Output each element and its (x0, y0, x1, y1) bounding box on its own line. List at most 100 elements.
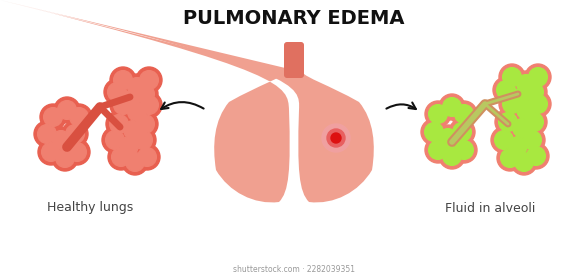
Circle shape (529, 95, 547, 113)
Circle shape (439, 129, 457, 147)
Circle shape (116, 133, 142, 159)
Circle shape (132, 81, 158, 107)
Text: Fluid in alveoli: Fluid in alveoli (445, 202, 535, 214)
Circle shape (425, 137, 451, 163)
Circle shape (52, 131, 71, 149)
Text: Healthy lungs: Healthy lungs (47, 202, 133, 214)
Circle shape (136, 115, 155, 133)
Circle shape (527, 147, 545, 165)
Circle shape (66, 125, 84, 143)
Circle shape (517, 101, 535, 119)
Circle shape (52, 145, 78, 171)
Circle shape (40, 104, 66, 130)
Circle shape (68, 143, 86, 161)
Circle shape (132, 111, 158, 137)
Circle shape (499, 113, 517, 131)
Circle shape (130, 127, 156, 153)
Circle shape (439, 94, 465, 120)
Circle shape (497, 145, 523, 171)
Circle shape (128, 78, 146, 96)
Circle shape (493, 77, 519, 103)
Circle shape (124, 74, 150, 100)
Circle shape (69, 108, 88, 126)
Circle shape (524, 113, 543, 131)
Circle shape (435, 125, 461, 151)
Circle shape (524, 83, 543, 101)
Circle shape (139, 96, 158, 114)
Circle shape (122, 149, 148, 175)
Circle shape (429, 141, 447, 159)
Circle shape (525, 91, 551, 117)
Circle shape (110, 67, 136, 93)
Circle shape (511, 149, 537, 175)
Circle shape (529, 68, 547, 86)
Circle shape (497, 81, 515, 99)
Circle shape (513, 97, 539, 123)
Circle shape (64, 139, 90, 165)
Circle shape (500, 149, 519, 167)
Circle shape (510, 89, 529, 107)
Circle shape (119, 137, 138, 155)
Circle shape (42, 143, 61, 161)
Circle shape (525, 64, 551, 90)
Circle shape (109, 115, 128, 133)
Circle shape (126, 153, 145, 171)
Circle shape (499, 64, 525, 90)
Text: PULMONARY EDEMA: PULMONARY EDEMA (183, 8, 405, 27)
Circle shape (38, 139, 64, 165)
Circle shape (54, 97, 80, 123)
Circle shape (503, 68, 522, 86)
Circle shape (491, 127, 517, 153)
Circle shape (34, 121, 60, 147)
Circle shape (453, 123, 472, 141)
Circle shape (451, 137, 477, 163)
Circle shape (44, 108, 62, 126)
Circle shape (421, 119, 447, 145)
Circle shape (513, 119, 532, 137)
FancyBboxPatch shape (284, 42, 304, 78)
Circle shape (133, 131, 152, 149)
Circle shape (113, 71, 132, 89)
Circle shape (122, 91, 141, 109)
Circle shape (106, 111, 132, 137)
Circle shape (322, 124, 350, 152)
Circle shape (139, 71, 158, 89)
Circle shape (134, 144, 160, 170)
Circle shape (509, 115, 535, 141)
Circle shape (451, 101, 477, 127)
Circle shape (499, 91, 525, 117)
Circle shape (58, 101, 76, 119)
Circle shape (136, 85, 155, 103)
Circle shape (110, 92, 136, 118)
Circle shape (113, 96, 132, 114)
Circle shape (425, 101, 451, 127)
Circle shape (56, 149, 74, 167)
Circle shape (118, 87, 144, 113)
Circle shape (327, 129, 345, 147)
Circle shape (104, 79, 130, 105)
Circle shape (514, 153, 533, 171)
Circle shape (521, 109, 547, 135)
Circle shape (443, 98, 462, 116)
Circle shape (495, 131, 513, 149)
Circle shape (449, 119, 475, 145)
Circle shape (106, 131, 124, 149)
Circle shape (136, 67, 162, 93)
Circle shape (102, 127, 128, 153)
Circle shape (509, 137, 527, 155)
Circle shape (517, 75, 535, 93)
Circle shape (136, 92, 162, 118)
Circle shape (513, 71, 539, 97)
Text: shutterstock.com · 2282039351: shutterstock.com · 2282039351 (233, 265, 355, 274)
Circle shape (443, 147, 462, 165)
PathPatch shape (0, 72, 374, 280)
Circle shape (505, 133, 531, 159)
Circle shape (138, 148, 156, 166)
Circle shape (108, 83, 126, 101)
Circle shape (123, 121, 142, 139)
Circle shape (112, 148, 131, 166)
Circle shape (439, 143, 465, 169)
Circle shape (523, 143, 549, 169)
Circle shape (455, 141, 473, 159)
Circle shape (38, 125, 56, 143)
